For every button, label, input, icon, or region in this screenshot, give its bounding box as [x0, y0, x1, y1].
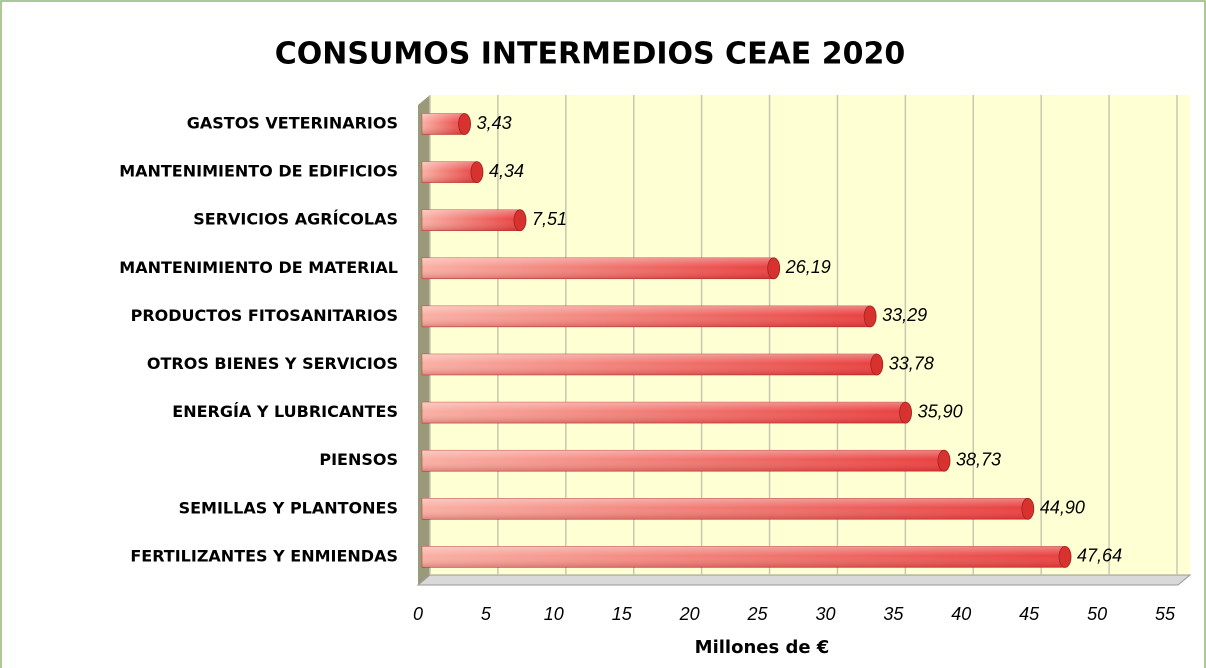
data-label: 3,43: [477, 113, 512, 133]
bar: [421, 497, 1035, 520]
data-label: 33,78: [889, 353, 934, 373]
bar-part: [863, 305, 877, 328]
x-tick-label: 25: [747, 604, 769, 624]
bar-part: [422, 498, 1028, 520]
chart-title: CONSUMOS INTERMEDIOS CEAE 2020: [275, 37, 905, 72]
y-tick-label: SERVICIOS AGRÍCOLAS: [193, 210, 398, 229]
bar-part: [899, 401, 912, 424]
bar: [421, 257, 781, 280]
bar-part: [422, 305, 871, 327]
data-label: 26,19: [785, 257, 831, 277]
bar-part: [470, 161, 484, 184]
x-tick-label: 5: [481, 604, 492, 624]
bar-part: [422, 161, 477, 183]
bar: [421, 305, 877, 328]
x-tick-label: 40: [951, 604, 971, 624]
data-label: 44,90: [1040, 498, 1085, 518]
x-tick-label: 50: [1087, 604, 1107, 624]
bar: [421, 449, 951, 472]
bar-part: [422, 209, 520, 231]
x-tick-label: 45: [1019, 604, 1040, 624]
bar-part: [422, 450, 945, 472]
y-tick-label: MANTENIMIENTO DE EDIFICIOS: [119, 162, 398, 181]
bar: [421, 401, 912, 424]
bar-part: [422, 113, 465, 135]
bar-part: [422, 402, 906, 424]
y-tick-label: PRODUCTOS FITOSANITARIOS: [131, 306, 398, 325]
bar-part: [937, 449, 951, 472]
y-tick-label: PIENSOS: [319, 450, 398, 469]
bar: [421, 161, 484, 184]
x-axis-title: Millones de €: [695, 637, 830, 658]
x-tick-label: 0: [413, 604, 423, 624]
x-tick-label: 15: [612, 604, 633, 624]
bar-part: [1058, 546, 1072, 568]
data-label: 47,64: [1077, 546, 1122, 566]
bar-part: [1021, 497, 1035, 520]
y-tick-label: ENERGÍA Y LUBRICANTES: [172, 402, 398, 421]
data-label: 33,29: [882, 305, 927, 325]
bar-part: [422, 257, 774, 279]
y-tick-label: MANTENIMIENTO DE MATERIAL: [119, 258, 398, 277]
bar-part: [422, 354, 877, 375]
bar: [421, 546, 1072, 568]
x-tick-label: 35: [883, 604, 904, 624]
data-label: 4,34: [489, 161, 524, 181]
bar-part: [870, 353, 884, 376]
bar-part: [458, 113, 471, 135]
bar-part: [513, 209, 527, 232]
y-tick-label: FERTILIZANTES Y ENMIENDAS: [130, 546, 398, 565]
floor: [416, 574, 1192, 586]
bar: [421, 113, 471, 135]
x-tick-label: 10: [544, 604, 564, 624]
x-tick-label: 20: [679, 604, 700, 624]
y-tick-label: SEMILLAS Y PLANTONES: [179, 498, 398, 517]
x-tick-label: 55: [1155, 604, 1176, 624]
data-label: 7,51: [532, 209, 567, 229]
bar-part: [422, 546, 1066, 568]
data-label: 38,73: [956, 449, 1001, 469]
data-label: 35,90: [918, 401, 963, 421]
y-tick-label: OTROS BIENES Y SERVICIOS: [147, 354, 398, 373]
x-tick-label: 30: [815, 604, 835, 624]
bar: [421, 209, 527, 232]
bar-part: [767, 257, 781, 280]
y-tick-label: GASTOS VETERINARIOS: [187, 114, 398, 133]
bar: [421, 353, 884, 376]
